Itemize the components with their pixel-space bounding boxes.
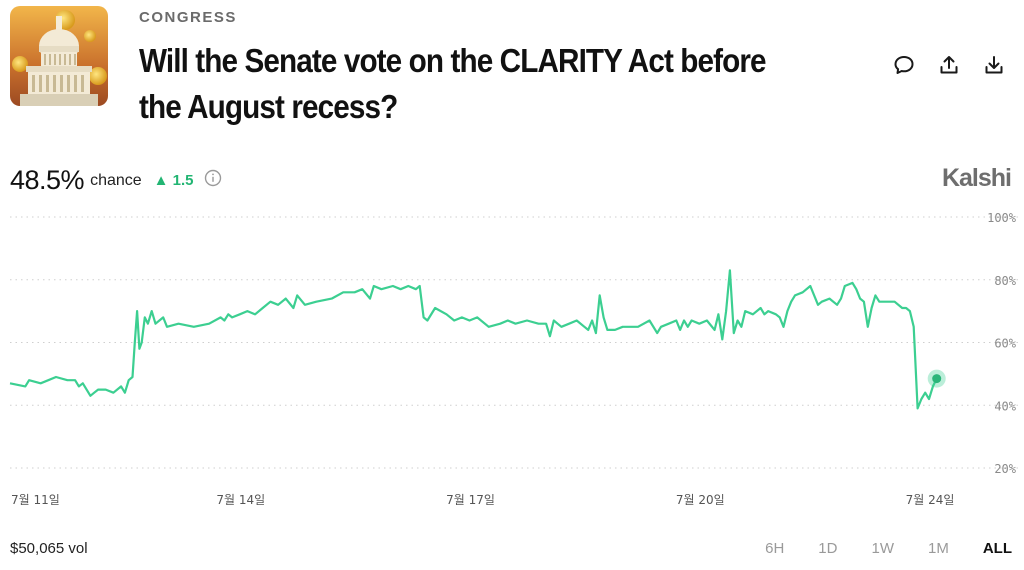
chance-series-line xyxy=(9,269,938,410)
volume-label: $50,065 vol xyxy=(10,540,88,557)
market-category[interactable]: CONGRESS xyxy=(139,9,237,26)
market-title: Will the Senate vote on the CLARITY Act … xyxy=(139,42,767,125)
y-tick-label: 60% xyxy=(994,337,1016,351)
range-all[interactable]: ALL xyxy=(982,540,1012,557)
x-tick-label: 7월 11일 xyxy=(11,493,60,507)
range-1m[interactable]: 1M xyxy=(927,540,949,557)
range-6h[interactable]: 6H xyxy=(765,540,785,557)
download-icon xyxy=(985,55,1002,73)
range-1w[interactable]: 1W xyxy=(871,540,894,557)
x-tick-label: 7월 24일 xyxy=(906,493,955,507)
chance-delta: ▲ 1.5 xyxy=(153,172,194,189)
chance-summary: 48.5% chance ▲ 1.5 xyxy=(10,165,222,196)
share-icon xyxy=(940,55,957,73)
info-icon[interactable] xyxy=(204,169,222,192)
x-tick-label: 7월 17일 xyxy=(446,493,495,507)
comment-icon xyxy=(894,55,913,74)
y-tick-label: 100% xyxy=(987,211,1017,225)
chance-label: chance xyxy=(90,172,142,189)
market-actions xyxy=(891,52,1006,77)
download-button[interactable] xyxy=(981,52,1006,77)
probability-chart[interactable]: 100% 80% 60% 40% 20% 7월 11일 7월 14일 7월 17일 7월 20일… xyxy=(0,200,1024,520)
x-tick-label: 7월 14일 xyxy=(216,493,265,507)
time-range-selector: 6H 1D 1W 1M ALL xyxy=(765,540,1012,557)
range-1d[interactable]: 1D xyxy=(818,540,838,557)
comment-button[interactable] xyxy=(891,52,916,77)
x-tick-label: 7월 20일 xyxy=(676,493,725,507)
share-button[interactable] xyxy=(936,52,961,77)
y-tick-label: 40% xyxy=(994,399,1016,413)
y-tick-label: 20% xyxy=(994,462,1016,476)
chance-value: 48.5% xyxy=(10,165,85,195)
market-thumbnail[interactable] xyxy=(10,6,108,106)
capitol-building-image xyxy=(10,6,108,106)
current-point xyxy=(932,374,942,384)
kalshi-logo[interactable]: Kalshi xyxy=(941,164,1012,192)
y-tick-label: 80% xyxy=(994,274,1016,288)
